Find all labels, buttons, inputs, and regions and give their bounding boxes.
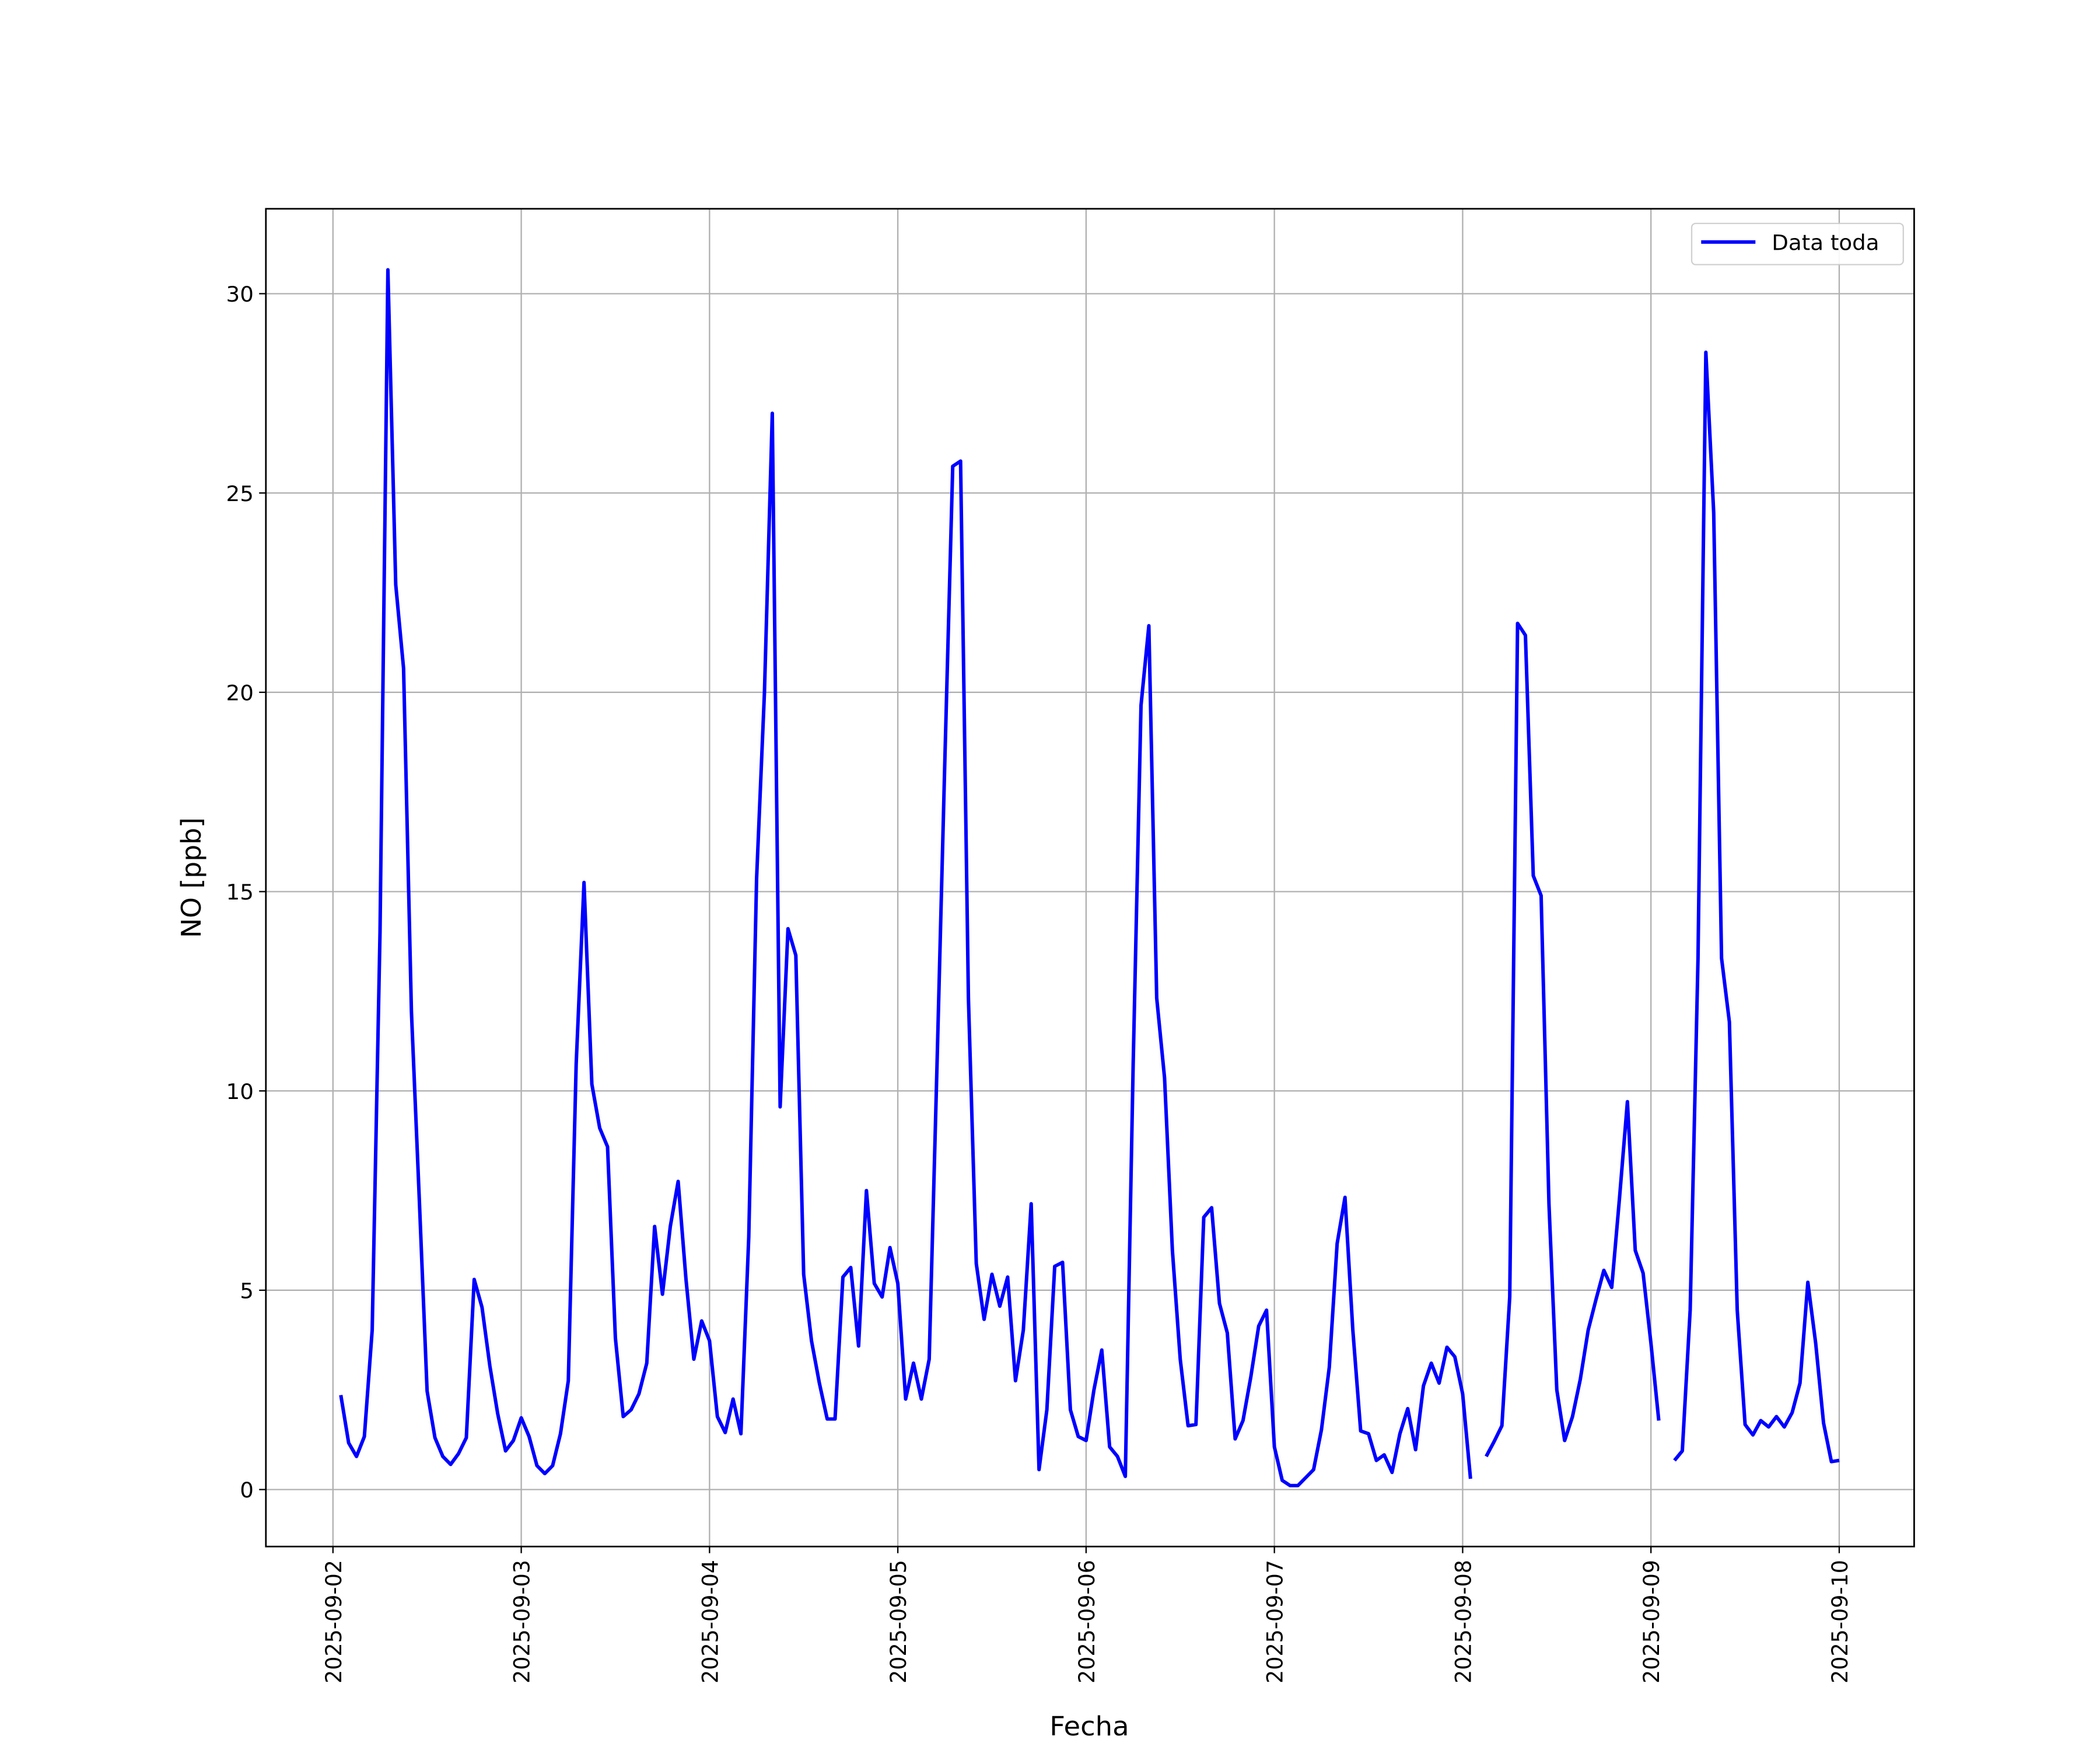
axes-frame	[265, 208, 1915, 1548]
x-tick-label: 2025-09-06	[1074, 1560, 1099, 1684]
y-tick-label: 10	[226, 1079, 254, 1104]
legend-box	[1690, 222, 1904, 265]
legend: Data toda	[1690, 222, 1904, 265]
x-tick-label: 2025-09-08	[1451, 1560, 1476, 1684]
x-tick-label: 2025-09-04	[698, 1560, 723, 1684]
y-axis-label: NO [ppb]	[176, 817, 208, 938]
x-tick-label: 2025-09-02	[321, 1560, 346, 1684]
x-tick-label: 2025-09-07	[1262, 1560, 1287, 1684]
data-line	[339, 268, 1840, 1488]
y-tick-label: 0	[240, 1478, 254, 1503]
y-tick-label: 5	[240, 1279, 254, 1304]
y-tick-label: 20	[226, 681, 254, 706]
plot-area	[339, 268, 1840, 1488]
y-tick-label: 25	[226, 481, 254, 506]
x-tick-label: 2025-09-10	[1828, 1560, 1853, 1684]
legend-label: Data toda	[1772, 230, 1879, 256]
y-tick-label: 30	[226, 282, 254, 307]
x-tick-label: 2025-09-05	[886, 1560, 911, 1684]
x-tick-label: 2025-09-03	[509, 1560, 534, 1684]
grid	[265, 208, 1915, 1547]
x-tick-label: 2025-09-09	[1639, 1560, 1664, 1684]
y-tick-label: 15	[226, 880, 254, 905]
x-axis-label: Fecha	[1049, 1710, 1129, 1741]
